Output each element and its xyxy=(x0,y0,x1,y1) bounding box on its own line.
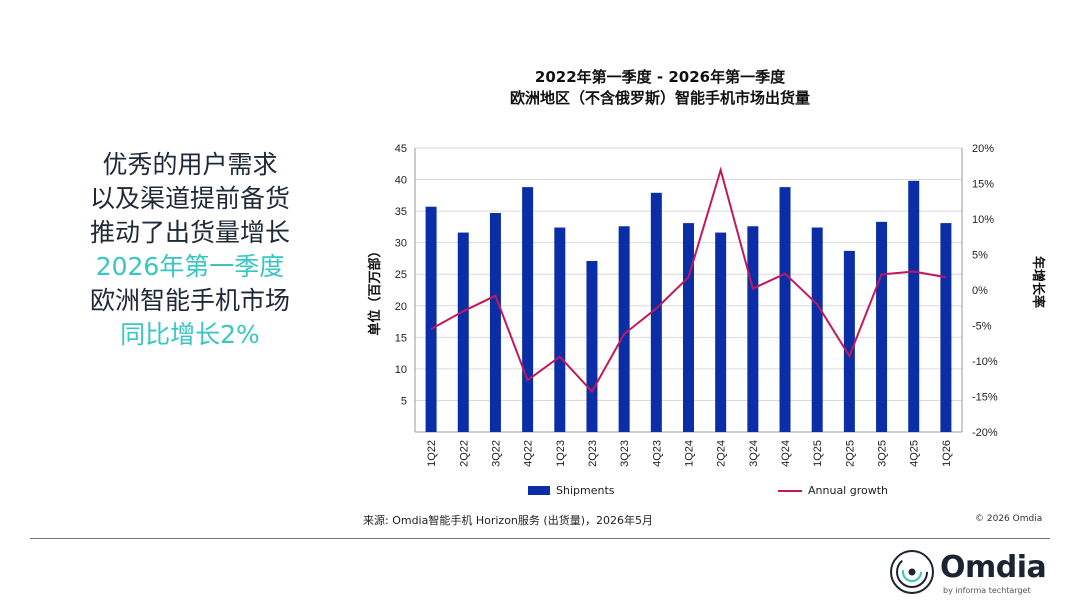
y2-tick-label: 5% xyxy=(972,250,988,262)
headline-line-1: 优秀的用户需求 xyxy=(102,150,278,179)
divider xyxy=(30,538,1050,539)
y2-tick-label: 0% xyxy=(972,285,988,297)
x-tick-label: 1Q24 xyxy=(684,440,696,467)
headline-line-5: 欧洲智能手机市场 xyxy=(89,286,290,315)
y-tick-label: 45 xyxy=(395,143,407,155)
omdia-logo-wordmark: Omdia xyxy=(940,550,1047,585)
x-tick-label: 4Q24 xyxy=(780,440,792,467)
x-tick-label: 3Q25 xyxy=(877,440,889,467)
bar-2q22 xyxy=(457,232,469,432)
bar-1q22 xyxy=(425,206,437,432)
legend-shipments: Shipments xyxy=(528,484,615,497)
x-tick-label: 3Q23 xyxy=(619,440,631,467)
x-tick-label: 2Q23 xyxy=(587,440,599,467)
legend-shipments-label: Shipments xyxy=(556,484,615,497)
headline-line-6: 同比增长2% xyxy=(120,320,260,349)
omdia-logo-icon xyxy=(890,550,934,594)
bar-3q24 xyxy=(747,226,759,432)
legend-line-swatch xyxy=(778,489,802,492)
headline-line-4: 2026年第一季度 xyxy=(95,252,285,281)
x-tick-label: 3Q24 xyxy=(748,440,760,467)
y-tick-label: 10 xyxy=(395,364,407,376)
bar-2q24 xyxy=(715,232,727,432)
y2-tick-label: 15% xyxy=(972,179,994,191)
y-tick-label: 20 xyxy=(395,301,407,313)
omdia-logo-tagline: by informa techtarget xyxy=(943,586,1031,595)
bar-2q25 xyxy=(843,250,855,432)
bar-1q26 xyxy=(940,223,952,432)
headline-line-3: 推动了出货量增长 xyxy=(89,218,290,247)
bar-1q23 xyxy=(554,227,566,432)
y-tick-label: 35 xyxy=(395,206,407,218)
bar-3q23 xyxy=(618,226,630,432)
y2-tick-label: -5% xyxy=(972,321,992,333)
y2-tick-label: 10% xyxy=(972,214,994,226)
y-tick-label: 15 xyxy=(395,332,407,344)
legend-growth-label: Annual growth xyxy=(808,484,889,497)
bar-1q24 xyxy=(683,223,694,432)
bar-3q22 xyxy=(489,213,501,432)
bar-4q23 xyxy=(650,192,662,432)
x-tick-label: 4Q25 xyxy=(909,440,921,467)
legend-growth: Annual growth xyxy=(778,484,888,497)
y2-tick-label: 20% xyxy=(972,143,994,155)
chart-title-block: 2022年第一季度 - 2026年第一季度 欧洲地区（不含俄罗斯）智能手机市场出… xyxy=(420,67,900,109)
chart-title: 2022年第一季度 - 2026年第一季度 xyxy=(534,68,786,86)
x-tick-label: 4Q23 xyxy=(651,440,663,467)
y-tick-label: 40 xyxy=(395,175,407,187)
x-tick-label: 1Q23 xyxy=(555,440,567,467)
y-axis-title: 单位（百万部） xyxy=(367,244,383,335)
bar-2q23 xyxy=(586,260,598,432)
x-tick-label: 1Q26 xyxy=(941,440,953,467)
y2-axis-title: 年增长率 xyxy=(1030,256,1046,308)
x-tick-label: 1Q22 xyxy=(426,440,438,467)
y-tick-label: 25 xyxy=(395,269,407,281)
x-tick-label: 2Q25 xyxy=(844,440,856,467)
y2-tick-label: -15% xyxy=(972,392,998,404)
x-tick-label: 2Q24 xyxy=(716,440,728,467)
bar-3q25 xyxy=(876,221,888,432)
y2-tick-label: -10% xyxy=(972,356,998,368)
headline-line-2: 以及渠道提前备货 xyxy=(89,184,290,213)
bar-4q24 xyxy=(779,187,791,432)
x-tick-label: 3Q22 xyxy=(490,440,502,467)
x-tick-label: 1Q25 xyxy=(812,440,824,467)
legend-bar-swatch xyxy=(528,486,550,495)
x-tick-label: 2Q22 xyxy=(458,440,470,467)
y2-tick-label: -20% xyxy=(972,427,998,439)
chart-subtitle: 欧洲地区（不含俄罗斯）智能手机市场出货量 xyxy=(509,89,810,107)
y-tick-label: 30 xyxy=(395,238,407,250)
bar-4q25 xyxy=(908,180,920,432)
x-tick-label: 4Q22 xyxy=(523,440,535,467)
headline-text: 优秀的用户需求 以及渠道提前备货 推动了出货量增长 2026年第一季度 欧洲智能… xyxy=(40,148,340,352)
copyright-note: © 2026 Omdia xyxy=(975,514,1043,524)
bar-1q25 xyxy=(811,227,823,432)
bar-4q22 xyxy=(522,187,534,432)
omdia-logo: Omdia by informa techtarget xyxy=(888,548,1058,600)
y-tick-label: 5 xyxy=(401,395,407,407)
shipments-chart: 5 10 15 20 25 30 35 40 45 -20% -15% -10% -5% 0% 5% 10% 1… xyxy=(367,143,1046,467)
source-note: 来源: Omdia智能手机 Horizon服务 (出货量)，2026年5月 xyxy=(363,514,653,527)
